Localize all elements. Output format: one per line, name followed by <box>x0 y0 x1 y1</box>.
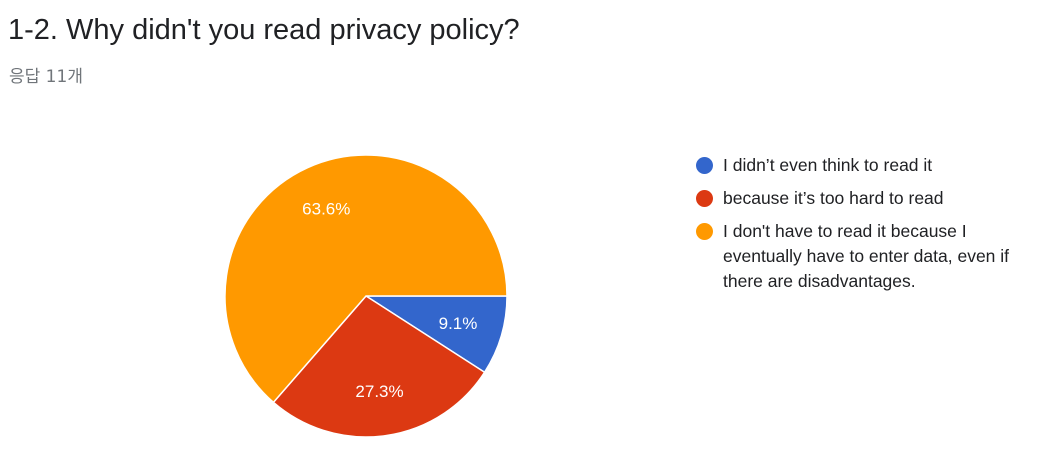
legend-label: I didn’t even think to read it <box>723 155 933 175</box>
legend-swatch <box>696 223 713 240</box>
slice-value-label: 27.3% <box>355 382 403 401</box>
legend-item[interactable]: I didn’t even think to read it <box>696 153 1041 178</box>
legend-label: because it’s too hard to read <box>723 188 944 208</box>
slice-value-label: 63.6% <box>302 200 350 219</box>
response-count: 응답 11개 <box>9 67 83 87</box>
chart-legend: I didn’t even think to read it because i… <box>696 153 1041 302</box>
legend-swatch <box>696 190 713 207</box>
slice-value-label: 9.1% <box>439 314 478 333</box>
legend-item[interactable]: I don't have to read it because I eventu… <box>696 219 1041 294</box>
pie-slice[interactable] <box>272 295 486 438</box>
legend-label: I don't have to read it because I eventu… <box>723 221 1010 291</box>
legend-swatch <box>696 157 713 174</box>
pie-slice[interactable] <box>363 295 508 374</box>
legend-item[interactable]: because it’s too hard to read <box>696 186 1041 211</box>
pie-slice[interactable] <box>224 154 508 404</box>
page-title: 1-2. Why didn't you read privacy policy? <box>8 14 520 46</box>
